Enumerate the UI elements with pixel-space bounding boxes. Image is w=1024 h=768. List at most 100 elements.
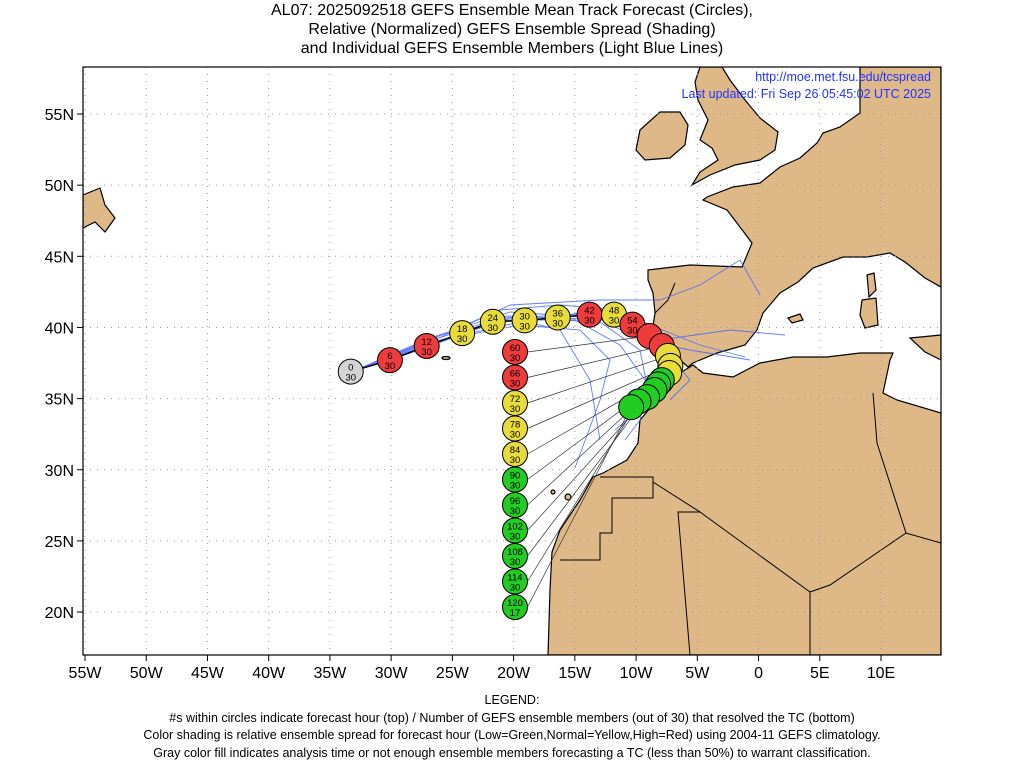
forecast-hour: 6	[387, 351, 392, 362]
lon-tick-label: 40W	[252, 665, 286, 682]
track-point[interactable]: 630	[376, 347, 403, 374]
lon-tick-label: 5E	[810, 665, 830, 682]
member-count: 30	[519, 321, 530, 332]
great-britain	[690, 67, 779, 187]
graticule	[83, 67, 941, 655]
member-count: 30	[457, 334, 468, 345]
lon-tick-label: 25W	[436, 665, 470, 682]
source-url[interactable]: http://moe.met.fsu.edu/tcspread	[755, 70, 931, 84]
lat-tick-label: 40N	[45, 320, 74, 337]
border-line	[809, 532, 941, 593]
track-callouts: 6030663072307830843090309630102301083011…	[502, 339, 528, 620]
forecast-hour: 72	[510, 394, 521, 405]
member-count: 30	[510, 532, 521, 543]
forecast-hour: 18	[457, 324, 468, 335]
legend-line-3: Gray color fill indicates analysis time …	[153, 745, 871, 760]
forecast-hour: 78	[510, 420, 521, 431]
title-line-1: AL07: 2025092518 GEFS Ensemble Mean Trac…	[271, 2, 753, 19]
callout-leader	[527, 345, 662, 378]
land	[83, 67, 941, 655]
map-frame	[82, 66, 942, 656]
corsica	[866, 272, 877, 299]
forecast-hour: 66	[510, 369, 521, 380]
member-count: 30	[510, 481, 521, 492]
forecast-hour: 48	[609, 306, 620, 317]
borders	[560, 282, 941, 655]
member-count: 30	[584, 316, 595, 327]
callout-leader	[527, 396, 648, 557]
track-point[interactable]	[618, 394, 645, 421]
border-line	[652, 481, 702, 655]
spread-circle	[618, 394, 645, 421]
forecast-hour: 108	[507, 547, 523, 558]
member-count: 30	[510, 430, 521, 441]
spread-circle	[413, 332, 440, 359]
lat-tick-label: 25N	[45, 534, 74, 551]
spread-circle	[449, 320, 476, 347]
legend-line-1: #s within circles indicate forecast hour…	[169, 710, 855, 725]
azores	[441, 355, 451, 361]
title-line-2: Relative (Normalized) GEFS Ensemble Spre…	[308, 21, 716, 38]
lat-tick-label: 35N	[45, 392, 74, 409]
lat-tick-label: 30N	[45, 463, 74, 480]
callout-leader	[527, 406, 632, 608]
forecast-hour: 90	[510, 471, 521, 482]
balearic-islands	[786, 313, 804, 324]
member-count: 30	[488, 323, 499, 334]
legend-heading: LEGEND:	[484, 693, 540, 707]
member-track	[350, 259, 761, 373]
lon-tick-label: 0	[754, 665, 763, 682]
member-count: 30	[552, 318, 563, 329]
border-line	[560, 476, 654, 561]
member-count: 30	[627, 326, 638, 337]
axis-ticks: 55W 50W 45W 40W 35W 30W 25W 20W 15W 10W 5W 0 5E 10E 55…	[45, 107, 896, 682]
legend-line-2: Color shading is relative ensemble sprea…	[143, 728, 881, 742]
lat-tick-label: 55N	[45, 107, 74, 124]
canary-islands	[564, 493, 572, 501]
europe-landmass	[647, 67, 941, 368]
sardinia	[859, 297, 879, 329]
lon-tick-label: 10W	[620, 665, 654, 682]
member-count: 30	[510, 404, 521, 415]
forecast-hour: 0	[348, 363, 353, 374]
forecast-hour: 54	[627, 316, 638, 327]
member-count: 30	[385, 361, 396, 372]
border-line	[654, 282, 676, 314]
member-count: 17	[510, 608, 521, 619]
track-point[interactable]: 030	[337, 358, 364, 385]
lon-tick-label: 15W	[558, 665, 592, 682]
lon-tick-label: 45W	[191, 665, 225, 682]
forecast-hour: 102	[507, 522, 523, 533]
spread-circle	[511, 307, 538, 334]
spread-circle	[544, 304, 571, 331]
forecast-hour: 96	[510, 496, 521, 507]
member-count: 30	[421, 347, 432, 358]
callout-circle	[502, 594, 528, 620]
spread-circle	[479, 308, 506, 335]
member-count: 30	[510, 455, 521, 466]
member-count: 30	[510, 506, 521, 517]
forecast-hour: 30	[519, 311, 530, 322]
callout-leader	[527, 355, 669, 404]
callout-leader	[527, 335, 650, 353]
sicily	[908, 334, 941, 361]
